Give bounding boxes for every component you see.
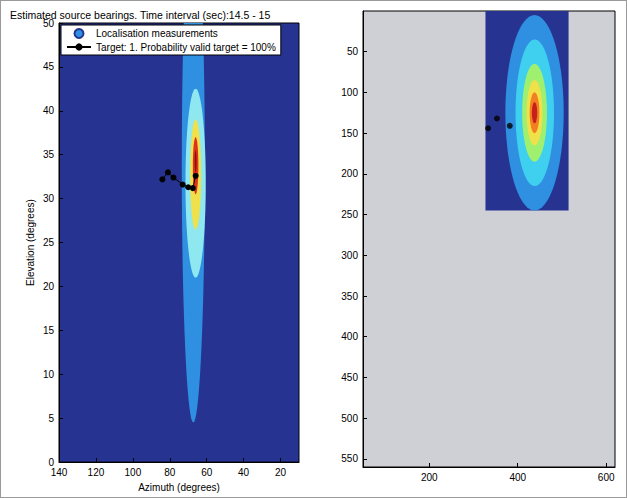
svg-text:Estimated source bearings. Tim: Estimated source bearings. Time interval…	[10, 9, 270, 21]
svg-text:400: 400	[509, 472, 526, 483]
svg-text:35: 35	[43, 149, 55, 160]
svg-text:100: 100	[125, 467, 142, 478]
svg-text:Target: 1. Probability valid t: Target: 1. Probability valid target = 10…	[96, 42, 276, 53]
svg-text:25: 25	[43, 237, 55, 248]
svg-text:Localisation measurements: Localisation measurements	[96, 28, 218, 39]
svg-text:140: 140	[51, 467, 68, 478]
svg-text:Azimuth (degrees): Azimuth (degrees)	[138, 482, 220, 493]
svg-text:100: 100	[341, 87, 358, 98]
svg-text:350: 350	[341, 291, 358, 302]
svg-text:20: 20	[275, 467, 287, 478]
svg-text:200: 200	[421, 472, 438, 483]
svg-text:60: 60	[201, 467, 213, 478]
svg-text:Elevation (degrees): Elevation (degrees)	[25, 199, 36, 286]
svg-text:200: 200	[341, 168, 358, 179]
svg-text:45: 45	[43, 61, 55, 72]
svg-text:550: 550	[341, 453, 358, 464]
svg-text:300: 300	[341, 250, 358, 261]
svg-text:40: 40	[43, 105, 55, 116]
svg-text:50: 50	[42, 17, 54, 29]
svg-text:30: 30	[43, 193, 55, 204]
svg-text:0: 0	[48, 456, 54, 468]
svg-text:600: 600	[598, 472, 615, 483]
svg-text:120: 120	[88, 467, 105, 478]
svg-text:15: 15	[43, 325, 55, 336]
svg-text:500: 500	[341, 413, 358, 424]
svg-text:450: 450	[341, 372, 358, 383]
svg-text:20: 20	[43, 281, 55, 292]
svg-text:10: 10	[43, 369, 55, 380]
svg-text:80: 80	[164, 467, 176, 478]
svg-text:400: 400	[341, 331, 358, 342]
svg-text:40: 40	[238, 467, 250, 478]
svg-text:150: 150	[341, 128, 358, 139]
svg-text:250: 250	[341, 209, 358, 220]
svg-text:5: 5	[48, 413, 54, 424]
svg-text:50: 50	[347, 46, 359, 57]
